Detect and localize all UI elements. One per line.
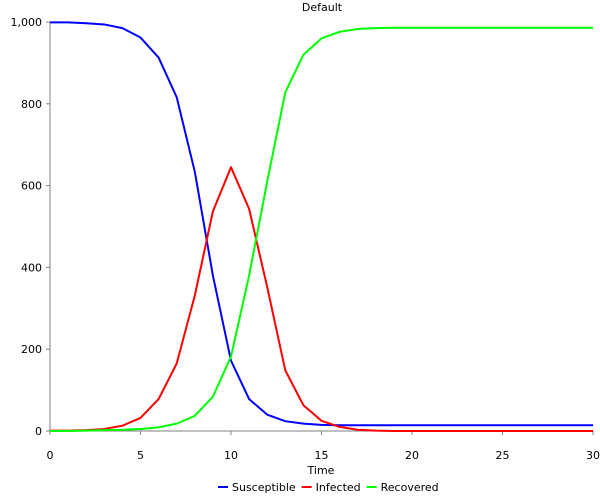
- x-tick-label: 30: [586, 449, 600, 462]
- legend-item-infected: Infected: [301, 481, 361, 494]
- x-tick-label: 15: [315, 449, 329, 462]
- series-line-recovered: [50, 26, 593, 432]
- series-lines: [50, 21, 593, 432]
- legend-item-recovered: Recovered: [366, 481, 439, 494]
- legend-label: Susceptible: [232, 481, 296, 494]
- y-tick-label: 400: [21, 261, 42, 274]
- x-tick-label: 25: [496, 449, 510, 462]
- x-tick-label: 20: [405, 449, 419, 462]
- series-line-infected: [50, 166, 593, 432]
- legend: Susceptible Infected Recovered: [218, 481, 439, 494]
- y-ticks: 0 200 400 600 800 1,000: [11, 16, 50, 438]
- legend-item-susceptible: Susceptible: [218, 481, 296, 494]
- x-tick-label: 5: [137, 449, 144, 462]
- legend-label: Recovered: [381, 481, 439, 494]
- x-tick-label: 10: [224, 449, 238, 462]
- x-axis-label: Time: [307, 464, 335, 477]
- series-line-susceptible: [50, 21, 593, 427]
- x-tick-label: 0: [47, 449, 54, 462]
- y-tick-label: 800: [21, 98, 42, 111]
- y-tick-label: 0: [35, 425, 42, 438]
- legend-label: Infected: [316, 481, 361, 494]
- x-ticks: 0 5 10 15 20 25 30: [47, 431, 600, 462]
- chart-title: Default: [302, 1, 343, 14]
- y-tick-label: 1,000: [11, 16, 43, 29]
- y-tick-label: 200: [21, 343, 42, 356]
- y-tick-label: 600: [21, 180, 42, 193]
